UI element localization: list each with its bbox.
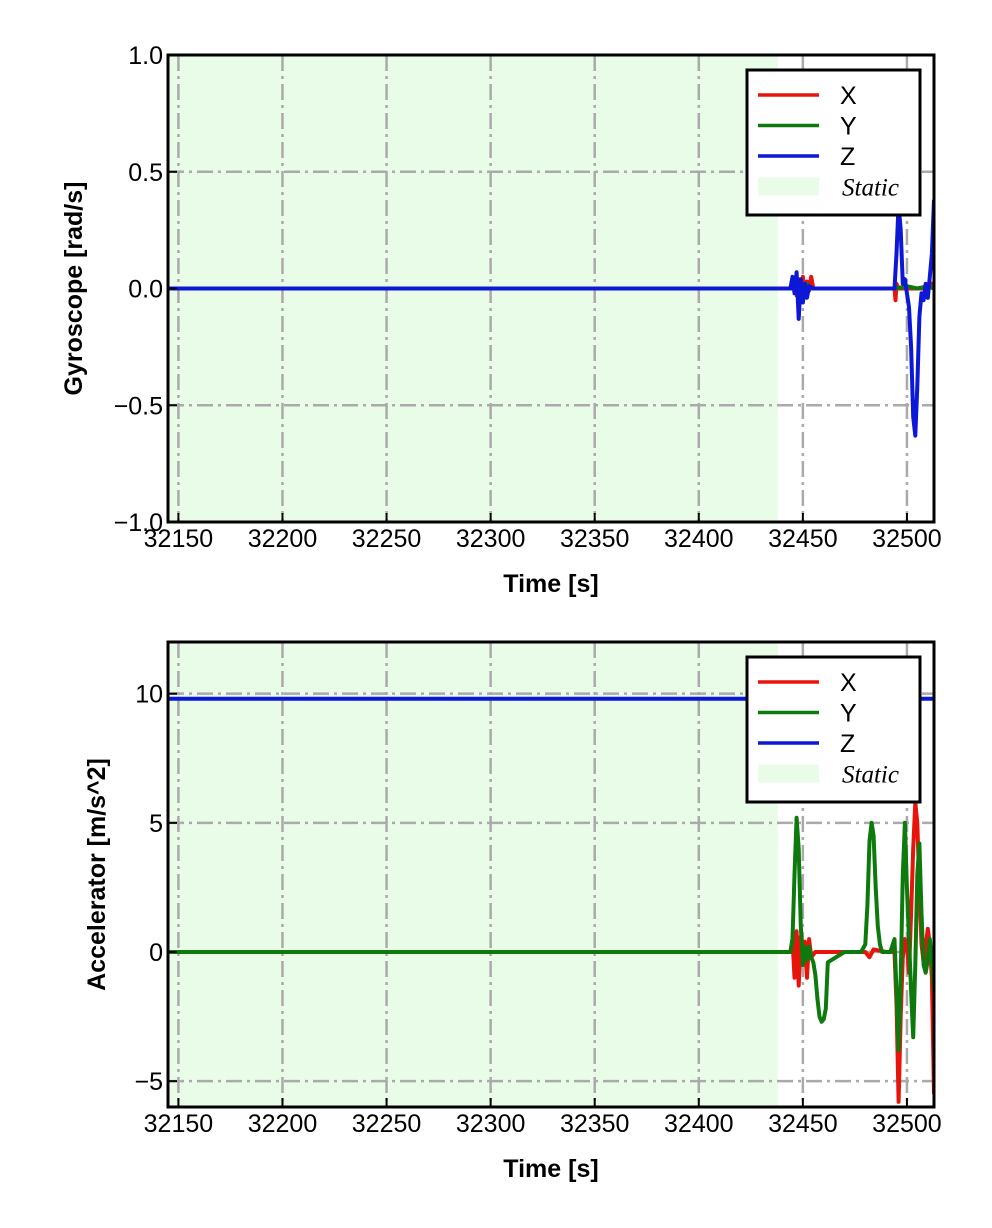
series-y-line — [168, 815, 934, 1053]
legend-label-y: Y — [840, 113, 857, 141]
x-tick-label-4: 32350 — [560, 525, 630, 553]
x-tick-label-3: 32300 — [456, 1110, 526, 1138]
legend-label-static: Static — [842, 762, 899, 789]
y-tick-label-1: −0.5 — [114, 392, 163, 420]
x-tick-label-1: 32200 — [248, 1110, 318, 1138]
x-tick-label-5: 32400 — [664, 525, 734, 553]
x-tick-label-7: 32500 — [872, 525, 942, 553]
y-tick-label-0: −1.0 — [114, 509, 163, 537]
y-tick-label-0: −5 — [134, 1068, 163, 1096]
legend-label-y: Y — [840, 700, 857, 728]
x-tick-label-0: 32150 — [144, 525, 214, 553]
x-tick-label-7: 32500 — [872, 1110, 942, 1138]
y-tick-label-4: 1.0 — [128, 42, 163, 70]
legend-swatch-static — [758, 177, 819, 196]
x-tick-label-4: 32350 — [560, 1110, 630, 1138]
x-tick-label-2: 32250 — [352, 1110, 422, 1138]
plot-frame — [166, 640, 936, 1109]
x-tick-label-2: 32250 — [352, 525, 422, 553]
x-axis-label: Time [s] — [503, 1155, 598, 1183]
y-tick-label-2: 0.0 — [128, 276, 163, 304]
y-axis-label: Accelerator [m/s^2] — [83, 758, 111, 991]
y-axis-label: Gyroscope [rad/s] — [60, 182, 88, 396]
legend-label-x: X — [840, 669, 857, 697]
gyroscope-chart: 32150 32200 32250 32300 32350 32400 32450 32500… — [60, 42, 942, 598]
x-tick-label-6: 32450 — [768, 525, 838, 553]
x-tick-label-1: 32200 — [248, 525, 318, 553]
legend-label-z: Z — [840, 143, 855, 171]
series-z-line — [168, 199, 934, 438]
static-region — [168, 642, 778, 1107]
x-tick-label-5: 32400 — [664, 1110, 734, 1138]
y-tick-label-2: 5 — [149, 810, 163, 838]
y-tick-label-3: 0.5 — [128, 159, 163, 187]
legend-label-static: Static — [842, 175, 899, 202]
x-tick-label-3: 32300 — [456, 525, 526, 553]
legend-label-z: Z — [840, 730, 855, 758]
accelerator-chart: 32150 32200 32250 32300 32350 32400 32450 32500… — [83, 640, 942, 1183]
x-tick-label-6: 32450 — [768, 1110, 838, 1138]
legend-label-x: X — [840, 82, 857, 110]
y-tick-label-3: 10 — [135, 681, 163, 709]
legend: X Y Z Static — [745, 68, 922, 217]
x-axis-label: Time [s] — [503, 570, 598, 598]
legend: X Y Z Static — [745, 655, 922, 804]
legend-swatch-static — [758, 764, 819, 783]
x-tick-label-0: 32150 — [144, 1110, 214, 1138]
y-tick-label-1: 0 — [149, 939, 163, 967]
